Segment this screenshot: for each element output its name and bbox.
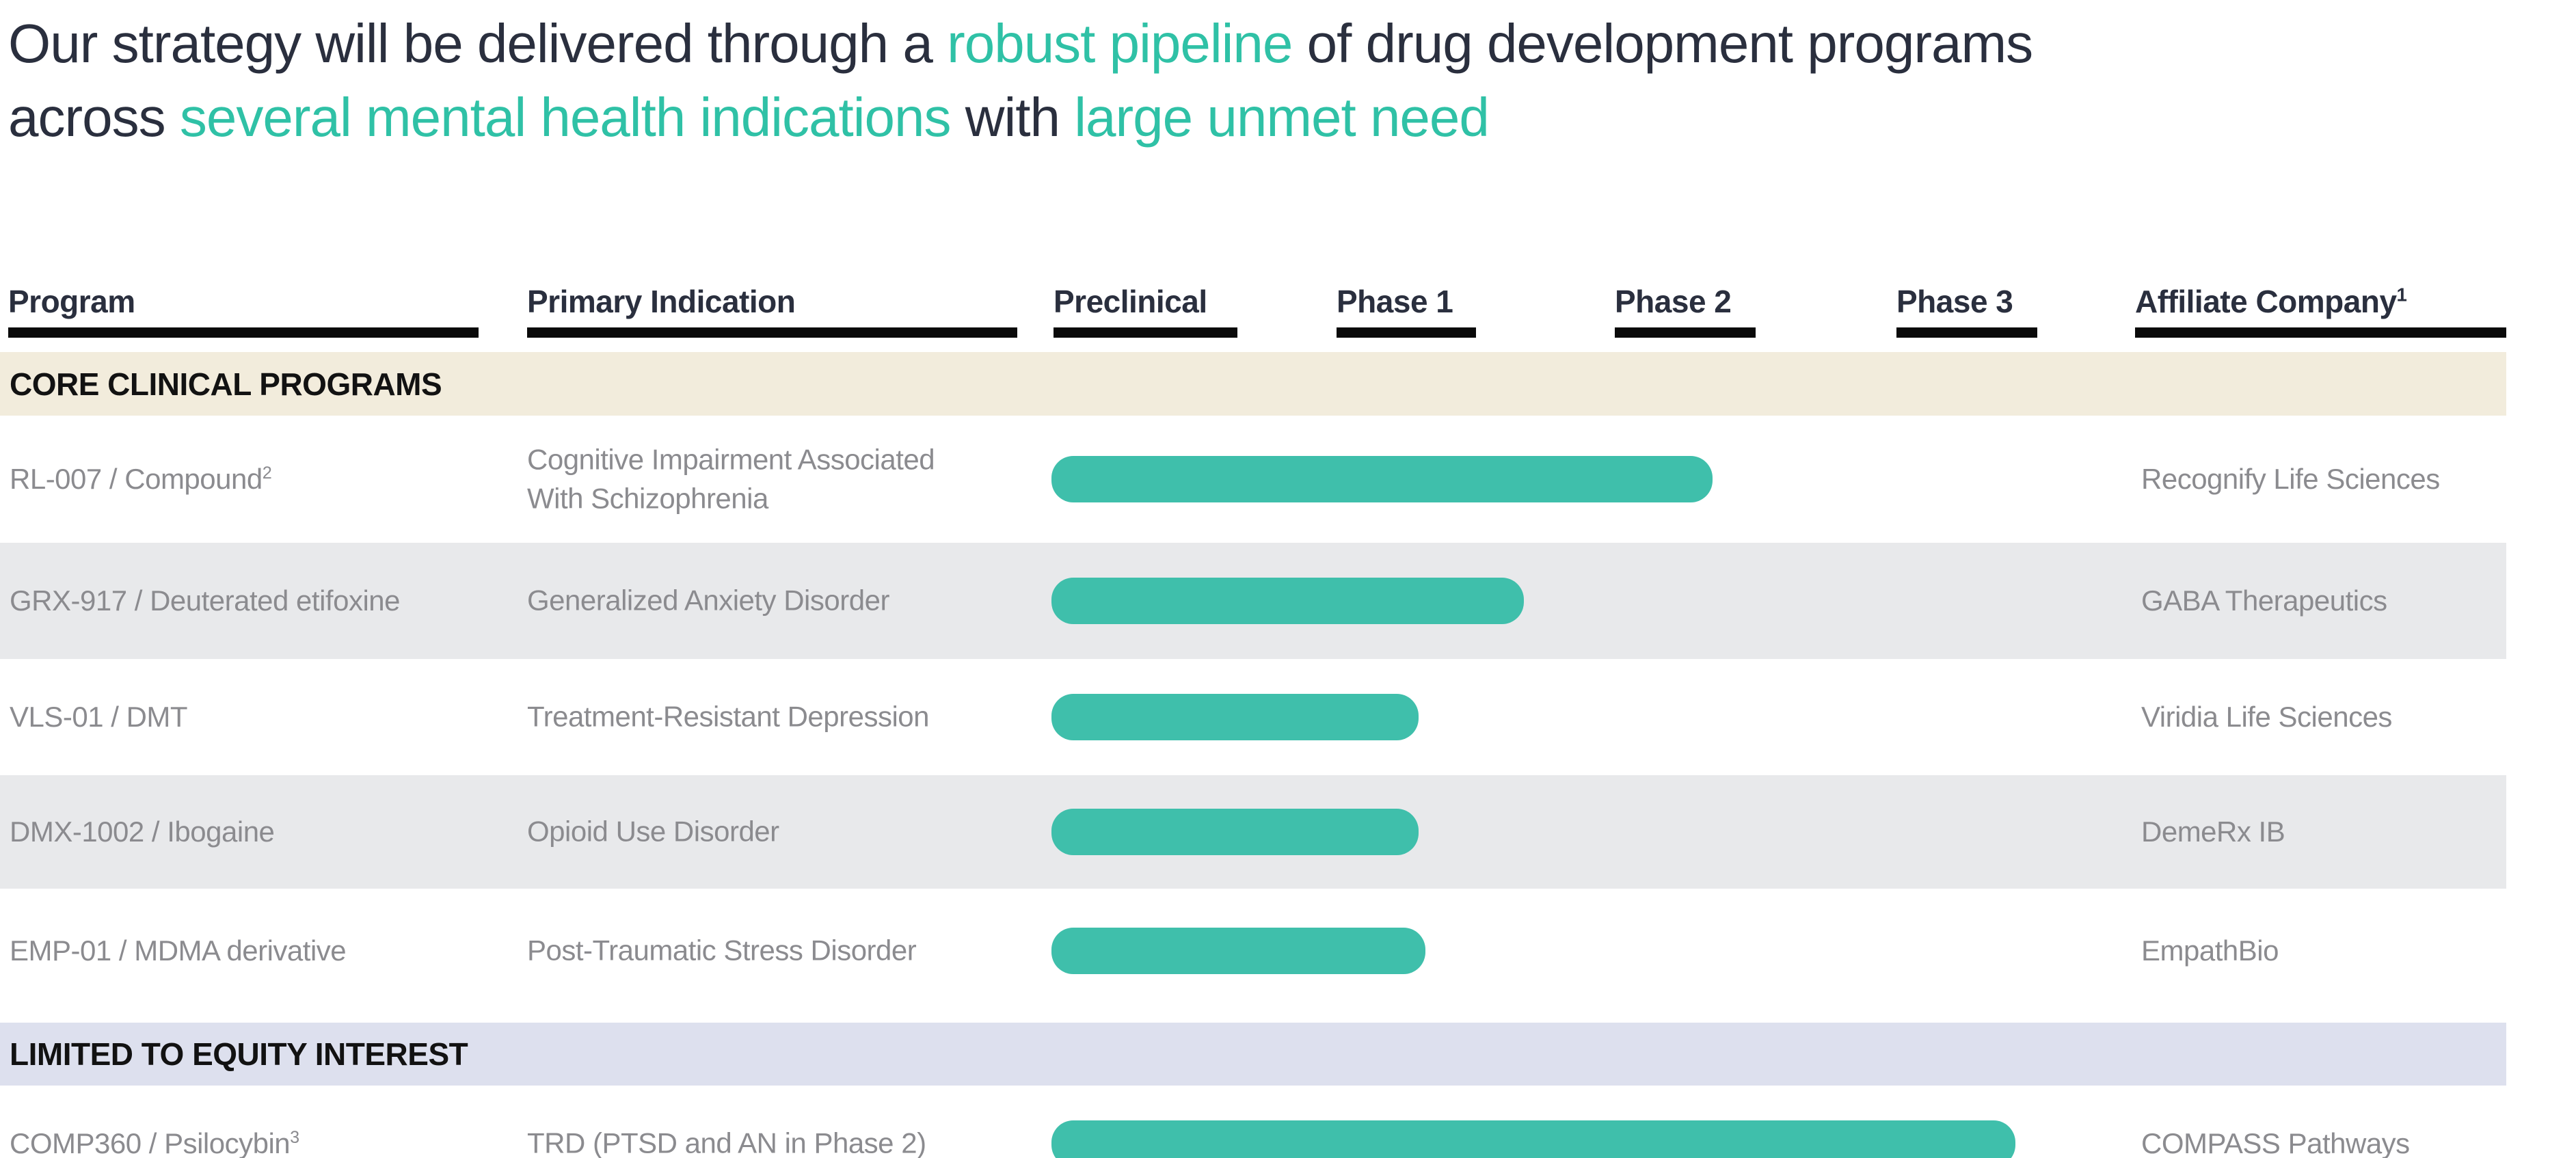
title-segment: robust pipeline bbox=[947, 13, 1293, 74]
column-label-text: Phase 2 bbox=[1615, 284, 1732, 319]
table-row: COMP360 / Psilocybin3 TRD (PTSD and AN in… bbox=[0, 1086, 2506, 1158]
column-label-text: Program bbox=[8, 284, 135, 319]
column-label-text: Preclinical bbox=[1054, 284, 1207, 319]
title-segment: several mental health indications bbox=[179, 87, 952, 148]
header-underline bbox=[1337, 327, 1476, 338]
indication-label: Generalized Anxiety Disorder bbox=[527, 584, 889, 617]
program-label: EMP-01 / MDMA derivative bbox=[10, 934, 347, 967]
footnote-marker: 2 bbox=[262, 463, 272, 483]
title-line: across several mental health indications… bbox=[8, 81, 2568, 154]
program-label-text: VLS-01 / DMT bbox=[10, 701, 188, 733]
page-title: Our strategy will be delivered through a… bbox=[8, 7, 2568, 154]
column-label: Primary Indication bbox=[527, 283, 796, 320]
table-row: GRX-917 / Deuterated etifoxine Generalize… bbox=[0, 543, 2506, 659]
indication-label: Post-Traumatic Stress Disorder bbox=[527, 934, 917, 967]
affiliate-label: Viridia Life Sciences bbox=[2141, 701, 2392, 733]
column-label-text: Phase 1 bbox=[1337, 284, 1453, 319]
section-header-band: LIMITED TO EQUITY INTEREST bbox=[0, 1023, 2506, 1086]
header-underline bbox=[1615, 327, 1756, 338]
program-label: VLS-01 / DMT bbox=[10, 701, 188, 733]
affiliate-label: EmpathBio bbox=[2141, 934, 2279, 967]
title-segment: with bbox=[950, 87, 1075, 148]
title-segment: of drug development programs bbox=[1292, 13, 2033, 74]
column-label: Program bbox=[8, 283, 135, 320]
phase-progress-bar bbox=[1051, 578, 1524, 624]
table-row: RL-007 / Compound2 Cognitive Impairment A… bbox=[0, 416, 2506, 543]
affiliate-label: Recognify Life Sciences bbox=[2141, 463, 2440, 495]
indication-label: Cognitive Impairment Associated With Sch… bbox=[527, 443, 935, 514]
program-label: RL-007 / Compound2 bbox=[10, 463, 272, 496]
header-underline bbox=[2135, 327, 2506, 338]
affiliate-label: GABA Therapeutics bbox=[2141, 584, 2387, 617]
program-label-text: RL-007 / Compound bbox=[10, 463, 263, 495]
title-segment: Our strategy will be delivered through a bbox=[8, 13, 948, 74]
phase-progress-bar bbox=[1051, 456, 1713, 502]
affiliate-label: DemeRx IB bbox=[2141, 816, 2285, 848]
phase-progress-bar bbox=[1051, 928, 1425, 974]
title-segment: across bbox=[8, 87, 180, 148]
title-line: Our strategy will be delivered through a… bbox=[8, 7, 2568, 81]
column-label: Preclinical bbox=[1054, 283, 1207, 320]
header-underline bbox=[8, 327, 479, 338]
header-underline bbox=[1896, 327, 2037, 338]
program-label-text: GRX-917 / Deuterated etifoxine bbox=[10, 584, 401, 617]
program-label: DMX-1002 / Ibogaine bbox=[10, 816, 275, 848]
program-label-text: EMP-01 / MDMA derivative bbox=[10, 934, 347, 967]
section-header-band: CORE CLINICAL PROGRAMS bbox=[0, 352, 2506, 416]
header-underline bbox=[527, 327, 1017, 338]
column-label: Phase 2 bbox=[1615, 283, 1732, 320]
affiliate-label: COMPASS Pathways bbox=[2141, 1127, 2410, 1158]
header-underline bbox=[1054, 327, 1237, 338]
phase-progress-bar bbox=[1051, 1120, 2015, 1158]
column-label: Affiliate Company1 bbox=[2135, 283, 2407, 320]
table-row: EMP-01 / MDMA derivative Post-Traumatic S… bbox=[0, 889, 2506, 1013]
indication-label: Opioid Use Disorder bbox=[527, 815, 779, 848]
title-segment: large unmet need bbox=[1074, 87, 1490, 148]
phase-progress-bar bbox=[1051, 694, 1419, 740]
section-header-label: LIMITED TO EQUITY INTEREST bbox=[10, 1036, 468, 1072]
indication-label: TRD (PTSD and AN in Phase 2) bbox=[527, 1127, 926, 1158]
section-header-label: CORE CLINICAL PROGRAMS bbox=[10, 366, 442, 402]
program-label-text: DMX-1002 / Ibogaine bbox=[10, 816, 275, 848]
column-label: Phase 1 bbox=[1337, 283, 1453, 320]
program-label: GRX-917 / Deuterated etifoxine bbox=[10, 584, 401, 617]
footnote-marker: 1 bbox=[2396, 284, 2407, 306]
column-label: Phase 3 bbox=[1896, 283, 2013, 320]
pipeline-table: CORE CLINICAL PROGRAMS RL-007 / Compound2… bbox=[0, 352, 2576, 1158]
column-label-text: Affiliate Company bbox=[2135, 284, 2397, 319]
indication-label: Treatment-Resistant Depression bbox=[527, 700, 930, 733]
table-row: VLS-01 / DMT Treatment-Resistant Depressi… bbox=[0, 659, 2506, 775]
phase-progress-bar bbox=[1051, 809, 1419, 855]
footnote-marker: 3 bbox=[290, 1128, 299, 1147]
table-row: DMX-1002 / Ibogaine Opioid Use Disorder De… bbox=[0, 775, 2506, 889]
column-label-text: Primary Indication bbox=[527, 284, 796, 319]
column-headers: Program Primary Indication Preclinical Phas… bbox=[0, 269, 2576, 338]
column-label-text: Phase 3 bbox=[1896, 284, 2013, 319]
program-label-text: COMP360 / Psilocybin bbox=[10, 1127, 291, 1158]
program-label: COMP360 / Psilocybin3 bbox=[10, 1127, 299, 1158]
